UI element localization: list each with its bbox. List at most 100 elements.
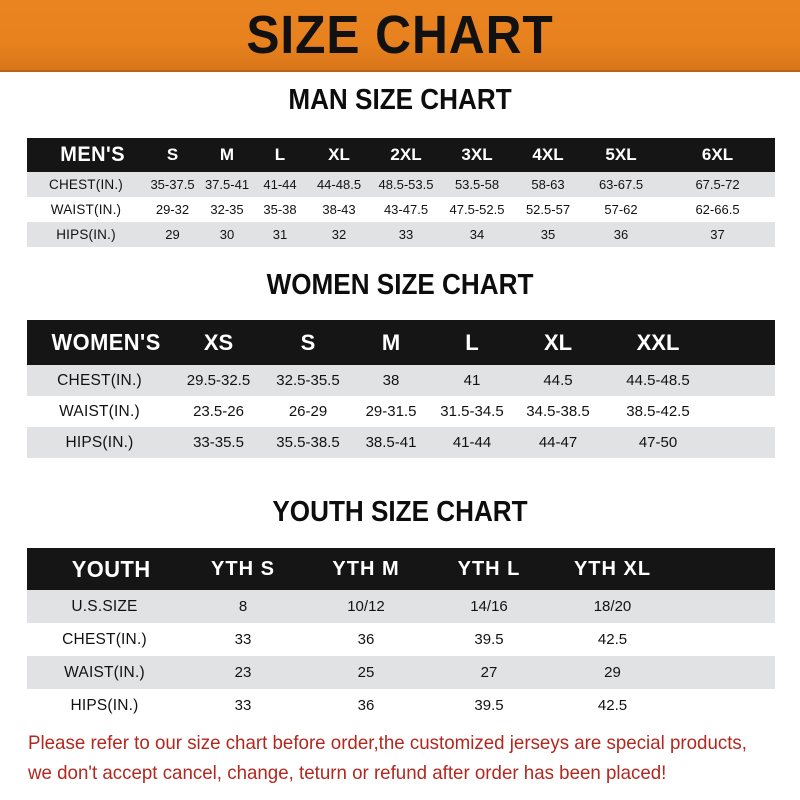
- men-waist-4xl: 52.5-57: [525, 202, 571, 217]
- men-hips-5xl: 36: [613, 227, 629, 242]
- youth-row-label-waist: WAIST(IN.): [64, 663, 145, 681]
- women-row-label-hips: HIPS(IN.): [65, 433, 134, 451]
- youth-ussize-xl: 18/20: [593, 598, 632, 615]
- youth-hips-s: 33: [234, 697, 252, 714]
- men-chest-m: 37.5-41: [204, 177, 250, 192]
- women-waist-xs: 23.5-26: [193, 403, 244, 420]
- men-waist-3xl: 47.5-52.5: [449, 202, 505, 217]
- women-size-m: M: [381, 329, 401, 355]
- men-size-6xl: 6XL: [701, 145, 734, 164]
- women-table-header-row: WOMEN'S XS S M L XL XXL: [27, 320, 775, 365]
- women-size-l: L: [465, 329, 479, 355]
- men-chest-3xl: 53.5-58: [454, 177, 500, 192]
- women-hips-xs: 33-35.5: [193, 434, 244, 451]
- men-hips-3xl: 34: [469, 227, 485, 242]
- youth-chest-l: 39.5: [474, 631, 504, 648]
- women-chest-s: 32.5-35.5: [276, 372, 340, 389]
- youth-header-spacer: [675, 548, 775, 590]
- women-size-table: WOMEN'S XS S M L XL XXL CHEST(IN.) 29.5-…: [27, 320, 775, 458]
- youth-hips-m: 36: [357, 697, 375, 714]
- men-waist-s: 29-32: [155, 202, 190, 217]
- men-row-label-hips: HIPS(IN.): [56, 227, 116, 242]
- youth-row-spacer: [675, 656, 775, 689]
- men-hips-l: 31: [272, 227, 288, 242]
- table-row: WAIST(IN.) 23.5-26 26-29 29-31.5 31.5-34…: [27, 396, 775, 427]
- men-waist-5xl: 57-62: [604, 202, 638, 217]
- women-chest-l: 41: [463, 372, 481, 389]
- table-row: U.S.SIZE 8 10/12 14/16 18/20: [27, 590, 775, 623]
- women-size-xl: XL: [543, 329, 573, 355]
- women-size-xs: XS: [203, 329, 234, 355]
- men-hips-2xl: 33: [398, 227, 414, 242]
- youth-hips-xl: 42.5: [597, 697, 628, 714]
- youth-row-spacer: [675, 689, 775, 722]
- men-size-s: S: [166, 145, 179, 164]
- men-waist-6xl: 62-66.5: [695, 202, 740, 217]
- men-size-2xl: 2XL: [390, 145, 422, 164]
- section-title-man: MAN SIZE CHART: [288, 84, 512, 116]
- youth-waist-m: 25: [357, 664, 375, 681]
- men-size-xl: XL: [328, 145, 350, 164]
- women-corner-label: WOMEN'S: [51, 329, 161, 355]
- section-title-youth: YOUTH SIZE CHART: [272, 496, 528, 528]
- women-hips-l: 41-44: [452, 434, 492, 451]
- men-size-4xl: 4XL: [532, 145, 564, 164]
- women-size-xxl: XXL: [636, 329, 680, 355]
- women-waist-s: 26-29: [288, 403, 328, 420]
- footer-line-1: Please refer to our size chart before or…: [28, 732, 747, 754]
- women-waist-xl: 34.5-38.5: [526, 403, 590, 420]
- youth-row-spacer: [675, 590, 775, 623]
- youth-row-label-ussize: U.S.SIZE: [71, 597, 138, 615]
- women-row-label-chest: CHEST(IN.): [57, 371, 142, 389]
- men-row-label-chest: CHEST(IN.): [49, 177, 123, 192]
- youth-row-label-chest: CHEST(IN.): [62, 630, 147, 648]
- women-hips-xl: 44-47: [538, 434, 578, 451]
- women-chest-xxl: 44.5-48.5: [626, 372, 690, 389]
- youth-waist-s: 23: [234, 664, 252, 681]
- youth-row-spacer: [675, 623, 775, 656]
- men-row-label-waist: WAIST(IN.): [50, 202, 122, 217]
- youth-size-m: YTH M: [332, 557, 400, 580]
- men-waist-m: 32-35: [210, 202, 244, 217]
- men-hips-xl: 32: [331, 227, 347, 242]
- women-hips-xxl: 47-50: [638, 434, 678, 451]
- women-header-spacer: [713, 320, 775, 365]
- footer-disclaimer: Please refer to our size chart before or…: [28, 728, 748, 788]
- women-waist-m: 29-31.5: [365, 403, 417, 420]
- men-chest-s: 35-37.5: [150, 177, 195, 192]
- men-chest-l: 41-44: [263, 177, 297, 192]
- youth-ussize-m: 10/12: [347, 598, 385, 615]
- table-row: WAIST(IN.) 23 25 27 29: [27, 656, 775, 689]
- table-row: HIPS(IN.) 33-35.5 35.5-38.5 38.5-41 41-4…: [27, 427, 775, 458]
- youth-table-header-row: YOUTH YTH S YTH M YTH L YTH XL: [27, 548, 775, 590]
- page-banner: SIZE CHART: [0, 0, 800, 72]
- men-waist-2xl: 43-47.5: [383, 202, 429, 217]
- women-chest-m: 38: [382, 372, 400, 389]
- youth-ussize-s: 8: [238, 598, 248, 615]
- women-row-spacer: [713, 427, 775, 458]
- youth-chest-m: 36: [357, 631, 375, 648]
- men-waist-xl: 38-43: [322, 202, 356, 217]
- section-title-women: WOMEN SIZE CHART: [266, 269, 534, 301]
- youth-chest-xl: 42.5: [597, 631, 628, 648]
- men-chest-4xl: 58-63: [531, 177, 565, 192]
- youth-size-xl: YTH XL: [573, 557, 652, 580]
- youth-size-l: YTH L: [457, 557, 521, 580]
- youth-hips-l: 39.5: [474, 697, 504, 714]
- men-chest-6xl: 67.5-72: [695, 177, 740, 192]
- men-waist-l: 35-38: [263, 202, 297, 217]
- women-row-label-waist: WAIST(IN.): [59, 402, 140, 420]
- table-row: HIPS(IN.) 33 36 39.5 42.5: [27, 689, 775, 722]
- men-hips-6xl: 37: [710, 227, 725, 242]
- youth-waist-xl: 29: [604, 664, 621, 681]
- women-size-s: S: [300, 329, 316, 355]
- men-chest-2xl: 48.5-53.5: [378, 177, 434, 192]
- men-corner-label: MEN'S: [60, 143, 126, 166]
- table-row: HIPS(IN.) 29 30 31 32 33 34 35 36 37: [27, 222, 775, 247]
- table-row: CHEST(IN.) 35-37.5 37.5-41 41-44 44-48.5…: [27, 172, 775, 197]
- youth-waist-l: 27: [480, 664, 498, 681]
- women-chest-xs: 29.5-32.5: [186, 372, 251, 389]
- women-hips-m: 38.5-41: [365, 434, 417, 451]
- men-hips-4xl: 35: [540, 227, 556, 242]
